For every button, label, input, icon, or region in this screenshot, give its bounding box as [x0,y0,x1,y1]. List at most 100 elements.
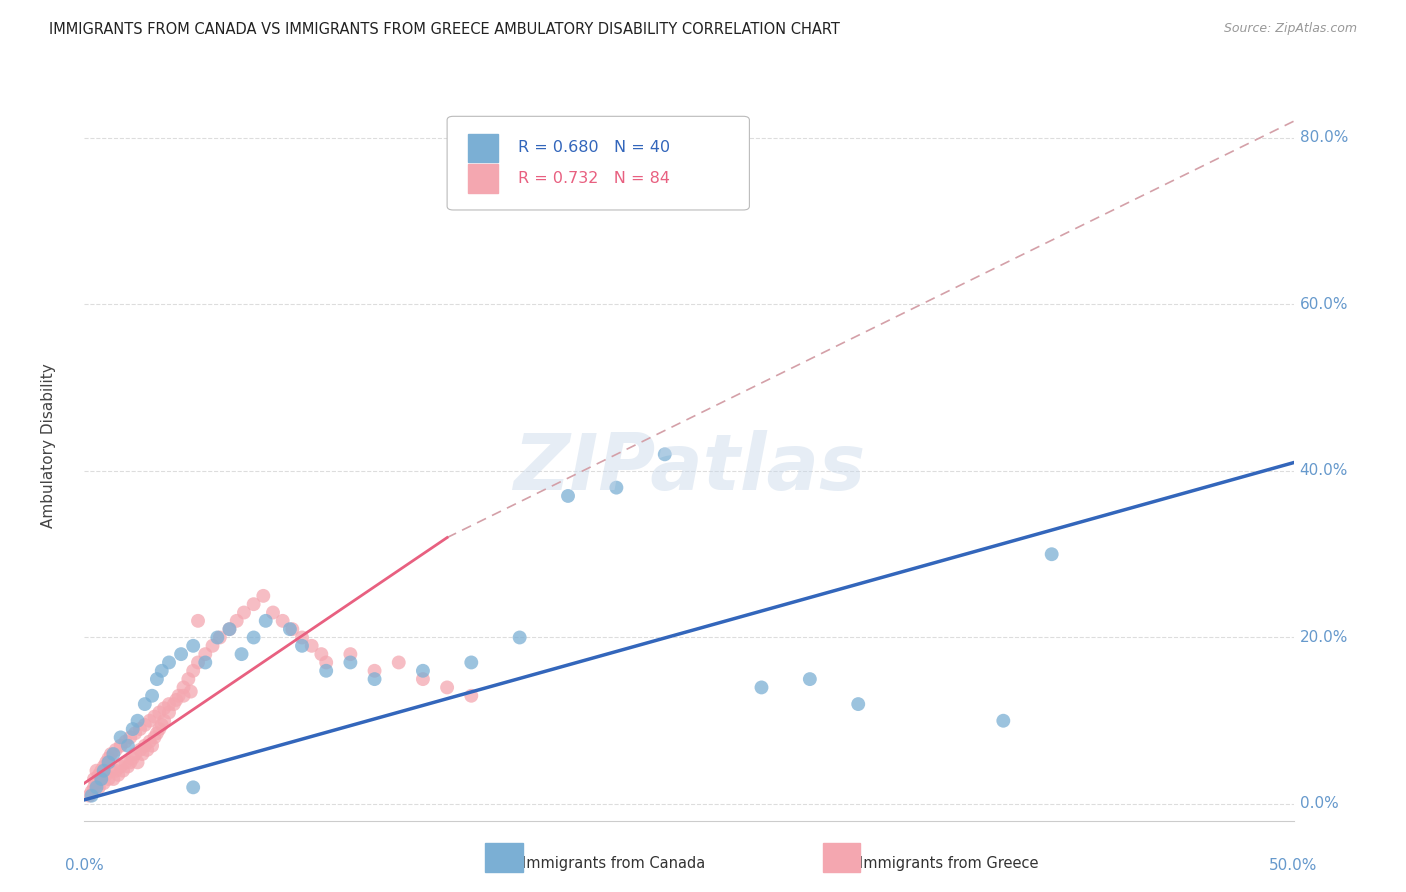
Point [799,672,821,686]
Point [165,693,187,707]
Point [654,447,676,461]
Point [80,789,103,803]
Point [315,656,337,670]
Point [412,664,434,678]
Point [93,764,115,778]
Point [163,697,186,711]
Text: R = 0.732   N = 84: R = 0.732 N = 84 [519,171,671,186]
Point [141,739,163,753]
Point [388,656,411,670]
Point [97,772,120,786]
Point [278,622,301,636]
Point [271,614,294,628]
Point [121,722,143,736]
Text: 20.0%: 20.0% [1299,630,1348,645]
Point [311,647,333,661]
Point [120,731,142,745]
Point [605,481,627,495]
Point [187,656,209,670]
Point [112,764,135,778]
Point [153,701,176,715]
Point [242,597,264,611]
Point [177,672,200,686]
Point [90,764,112,778]
Point [363,672,385,686]
Point [103,772,125,786]
Point [233,606,256,620]
Point [86,780,108,795]
Point [94,756,117,770]
Point [509,631,531,645]
Point [141,689,163,703]
Point [124,747,146,761]
Point [157,656,180,670]
Text: 50.0%: 50.0% [1270,858,1317,873]
Point [180,684,202,698]
Point [143,731,166,745]
Point [134,718,156,732]
Point [436,681,458,695]
Point [153,714,176,728]
Point [157,706,180,720]
Point [252,589,274,603]
Point [90,772,112,786]
Text: Immigrants from Canada: Immigrants from Canada [522,856,704,871]
Point [127,714,149,728]
Point [242,631,264,645]
Bar [468,134,498,162]
Point [412,672,434,686]
Point [218,622,240,636]
Point [110,731,132,745]
Point [94,768,117,782]
Point [557,489,579,503]
Point [134,697,156,711]
Point [127,756,149,770]
FancyBboxPatch shape [447,116,749,210]
Point [157,697,180,711]
Text: 0.0%: 0.0% [1299,797,1339,812]
Point [138,714,160,728]
Point [114,756,136,770]
Bar [468,164,498,193]
Text: Immigrants from Greece: Immigrants from Greece [859,856,1039,871]
Point [134,739,156,753]
Point [148,706,170,720]
Point [339,647,361,661]
Point [231,647,253,661]
Point [93,776,115,790]
Text: 40.0%: 40.0% [1299,464,1348,478]
Point [97,751,120,765]
Point [90,772,112,786]
Point [87,768,110,782]
Point [146,726,169,740]
Point [86,764,108,778]
Point [173,689,195,703]
Point [281,622,304,636]
Text: 60.0%: 60.0% [1299,297,1348,312]
Point [751,681,773,695]
Point [460,689,482,703]
Point [121,751,143,765]
Point [187,614,209,628]
Point [83,780,105,795]
Point [120,756,142,770]
Text: 80.0%: 80.0% [1299,130,1348,145]
Point [181,639,204,653]
Point [143,709,166,723]
Point [339,656,361,670]
Point [110,759,132,773]
Point [993,714,1015,728]
Point [301,639,323,653]
Point [460,656,482,670]
Point [315,664,337,678]
Text: R = 0.680   N = 40: R = 0.680 N = 40 [519,140,671,155]
Point [97,756,120,770]
Point [181,780,204,795]
Text: Source: ZipAtlas.com: Source: ZipAtlas.com [1223,22,1357,36]
Point [107,768,129,782]
Point [291,639,314,653]
Point [100,764,122,778]
Point [173,681,195,695]
Text: ZIPatlas: ZIPatlas [513,431,865,507]
Point [104,743,127,757]
